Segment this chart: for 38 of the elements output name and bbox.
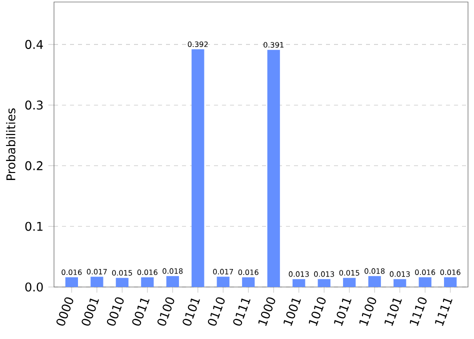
x-tick-label: 1100: [359, 297, 376, 326]
y-tick-label: 0.1: [25, 222, 42, 231]
bar: [192, 49, 204, 287]
y-tick-label: 0.2: [25, 161, 42, 170]
bar: [368, 276, 381, 287]
bar: [141, 277, 154, 287]
y-tick-label: 0.4: [25, 40, 43, 49]
x-tick-label: 0011: [132, 298, 150, 326]
bar: [242, 277, 255, 287]
bar: [318, 279, 330, 287]
bar: [90, 276, 104, 287]
bar: [292, 279, 306, 287]
bar: [216, 276, 230, 287]
bar: [267, 50, 280, 287]
bar: [343, 278, 356, 287]
bar: [418, 277, 432, 287]
x-tick-label: 0010: [106, 297, 124, 326]
x-tick-label: 0001: [82, 298, 100, 326]
x-tick-label: 1000: [258, 297, 276, 326]
x-tick-label: 1001: [284, 298, 301, 326]
x-tick-label: 1111: [435, 298, 452, 326]
x-tick-label: 0101: [182, 298, 200, 326]
x-tick-label: 1011: [334, 298, 352, 326]
x-tick-label: 0000: [56, 297, 74, 326]
x-tick-label: 0100: [157, 297, 174, 326]
bar: [166, 276, 179, 287]
bar: [116, 278, 128, 287]
x-tick-label: 1010: [308, 297, 326, 326]
y-tick-label: 0.0: [25, 282, 43, 292]
y-tick-label: 0.3: [25, 100, 43, 110]
x-tick-label: 0111: [233, 298, 250, 326]
x-tick-label: 0110: [208, 297, 225, 326]
bar: [444, 277, 457, 287]
y-axis-title: Probabilities: [6, 108, 16, 180]
x-tick-label: 1101: [384, 298, 402, 326]
bar: [65, 277, 78, 287]
x-tick-label: 1110: [410, 297, 427, 326]
bar: [394, 279, 406, 287]
